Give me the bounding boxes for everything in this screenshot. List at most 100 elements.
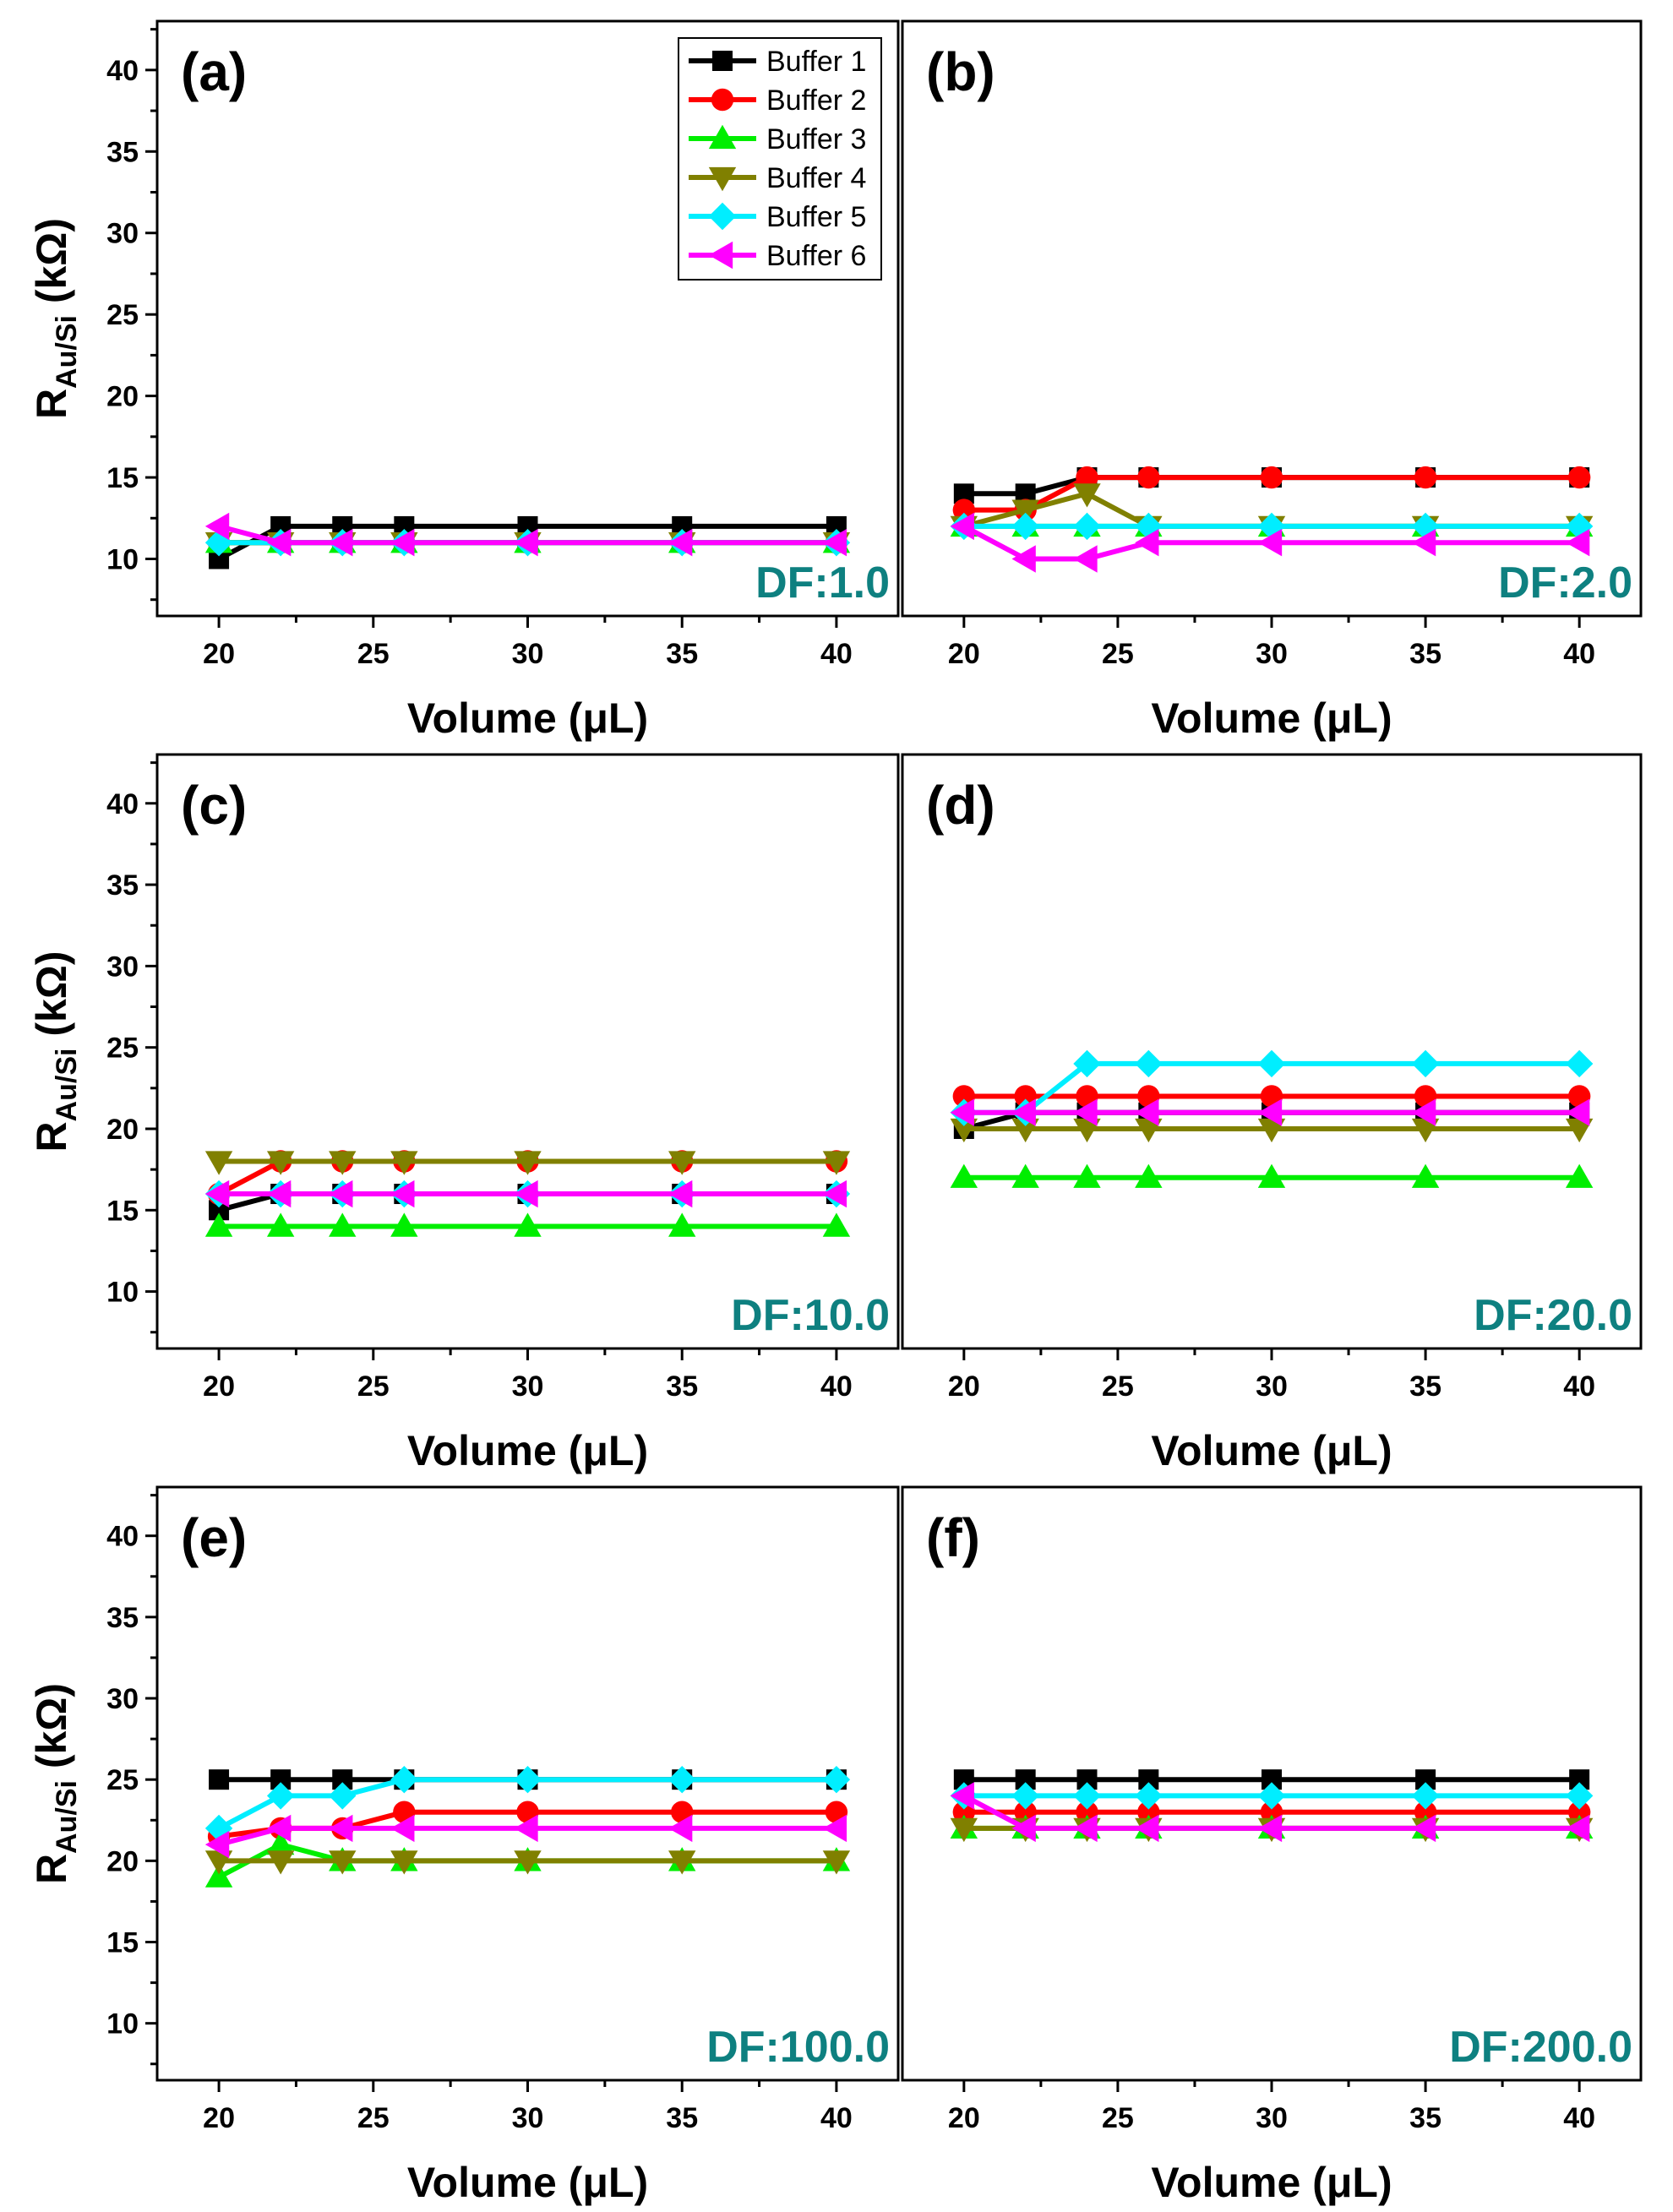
data-point: [950, 1118, 978, 1143]
data-point: [514, 529, 538, 557]
data-point: [1073, 512, 1101, 541]
data-point: [514, 1765, 542, 1794]
series-buffer-3: [204, 1212, 851, 1237]
x-axis-label: Volume (μL): [407, 2159, 648, 2206]
series-buffer-4: [204, 1850, 851, 1875]
series-buffer-6: [204, 512, 847, 557]
y-label-unit: (kΩ): [28, 218, 75, 315]
data-point: [266, 1814, 292, 1843]
y-tick-label: 35: [106, 136, 139, 168]
y-label-sub: Au/Si: [51, 1780, 83, 1854]
panel-d: 20 25 30 35 40 Volume (μL) (d) DF:20.0: [901, 753, 1643, 1474]
data-point: [1411, 529, 1436, 557]
legend-item: Buffer 2: [689, 84, 866, 117]
x-axis-label: Volume (μL): [407, 1427, 648, 1474]
legend-item: Buffer 5: [689, 201, 866, 233]
data-point: [390, 1850, 418, 1875]
series-buffer-1: [953, 1769, 1590, 1790]
legend-label: Buffer 5: [766, 201, 866, 233]
y-label-sub: Au/Si: [51, 1049, 83, 1122]
data-point: [266, 1850, 295, 1875]
data-point: [266, 1830, 295, 1855]
y-label-main: R: [28, 1121, 75, 1152]
data-point: [1257, 529, 1283, 557]
data-point: [822, 1814, 847, 1843]
dilution-factor-label: DF:20.0: [1474, 1291, 1632, 1340]
data-point: [1257, 1118, 1286, 1143]
x-tick-label: 25: [1102, 1370, 1134, 1403]
dilution-factor-label: DF:100.0: [706, 2023, 890, 2072]
x-tick-label: 35: [1409, 1370, 1441, 1403]
y-tick-label: 40: [106, 788, 139, 820]
y-tick-label: 40: [106, 55, 139, 87]
series-buffer-6: [950, 512, 1590, 573]
y-axis-label: RAu/Si (kΩ): [28, 218, 83, 419]
legend: Buffer 1 Buffer 2 Buffer 3 Buffer 4 Buffer 5…: [678, 37, 882, 281]
x-axis-label: Volume (μL): [407, 695, 648, 742]
x-tick-label: 30: [512, 2102, 544, 2134]
data-point: [1135, 1782, 1163, 1810]
data-point: [1011, 1782, 1039, 1810]
legend-marker: [708, 166, 737, 192]
y-tick-label: 10: [106, 543, 139, 575]
data-point: [1260, 466, 1283, 489]
data-point: [822, 1850, 851, 1875]
y-tick-label: 35: [106, 869, 139, 902]
x-tick-label: 35: [666, 638, 698, 670]
data-point: [266, 1212, 295, 1237]
data-point: [514, 1180, 538, 1208]
panel-label: (c): [181, 775, 247, 836]
data-point: [204, 529, 233, 557]
data-point: [209, 1200, 230, 1221]
x-tick-label: 25: [357, 2102, 390, 2134]
data-point: [209, 548, 230, 569]
data-point: [1411, 1118, 1440, 1143]
data-point: [1073, 483, 1101, 508]
data-point: [1257, 1814, 1283, 1843]
y-tick-label: 30: [106, 218, 139, 250]
data-point: [1076, 466, 1098, 489]
x-axis-label: Volume (μL): [1151, 695, 1392, 742]
data-point: [1073, 1049, 1101, 1078]
data-point: [1257, 1782, 1286, 1810]
series-buffer-4: [204, 1151, 851, 1175]
legend-item: Buffer 3: [689, 123, 866, 155]
panel-f: 20 25 30 35 40 Volume (μL) (f) DF:200.0: [901, 1485, 1643, 2206]
y-tick-label: 35: [106, 1602, 139, 1634]
legend-marker: [712, 51, 733, 71]
data-point: [390, 1765, 418, 1794]
y-label-unit: (kΩ): [28, 1683, 75, 1780]
x-tick-label: 40: [820, 2102, 853, 2134]
data-point: [1257, 1098, 1283, 1126]
data-point: [1073, 1782, 1101, 1810]
x-tick-label: 40: [820, 1370, 853, 1403]
legend-label: Buffer 6: [766, 240, 866, 272]
data-point: [329, 1180, 353, 1208]
y-tick-label: 10: [106, 2008, 139, 2040]
data-point: [204, 1830, 230, 1859]
y-tick-label: 25: [106, 1032, 139, 1065]
data-point: [1011, 512, 1039, 541]
panel-c: 20 25 30 35 40 10 15 20 25 30 35 40 RAu/Si (kΩ) Volum…: [28, 753, 900, 1474]
panel-e: 20 25 30 35 40 10 15 20 25 30 35 40 RAu/Si (kΩ) Volum…: [28, 1485, 900, 2206]
data-point: [1411, 1163, 1440, 1188]
data-point: [204, 1151, 233, 1175]
dilution-factor-label: DF:200.0: [1449, 2023, 1632, 2072]
data-point: [204, 1212, 233, 1237]
y-label-main: R: [28, 1854, 75, 1884]
data-point: [950, 1817, 978, 1843]
data-point: [668, 529, 693, 557]
data-point: [1011, 545, 1036, 573]
dilution-factor-label: DF:2.0: [1498, 558, 1632, 607]
data-point: [266, 1180, 292, 1208]
x-tick-label: 25: [1102, 2102, 1134, 2134]
y-axis-label: RAu/Si (kΩ): [28, 1683, 83, 1884]
data-point: [1411, 1098, 1436, 1126]
x-axis-label: Volume (μL): [1151, 2159, 1392, 2206]
x-tick-label: 20: [948, 638, 980, 670]
x-tick-label: 30: [512, 1370, 544, 1403]
data-point: [1011, 1163, 1039, 1188]
data-point: [204, 1863, 233, 1888]
data-point: [950, 1782, 974, 1810]
data-point: [514, 1850, 542, 1875]
